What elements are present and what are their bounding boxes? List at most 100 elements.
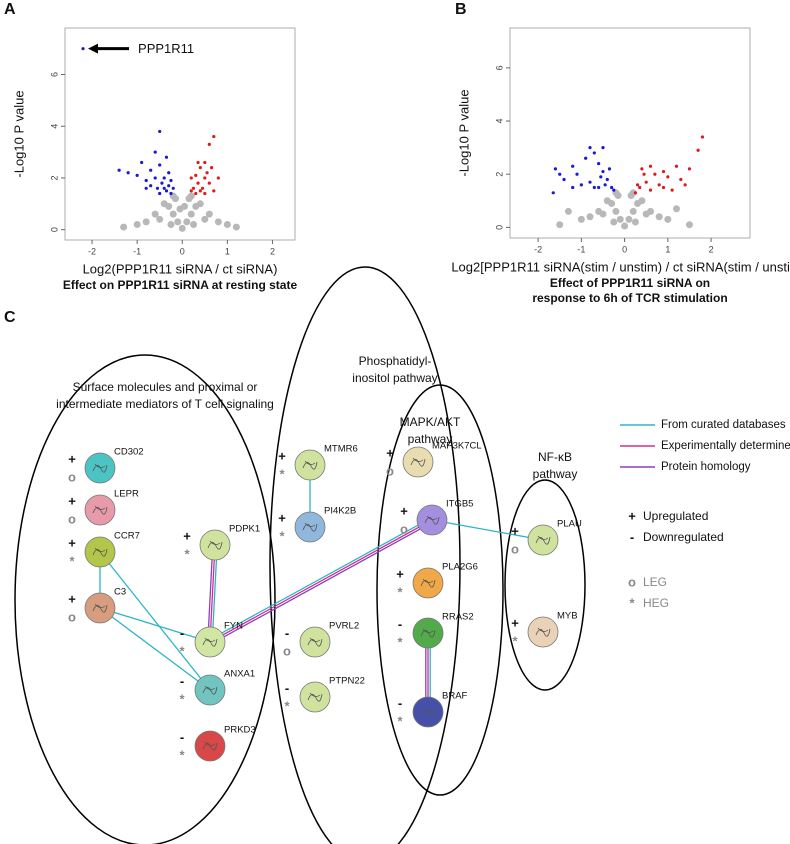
data-point: [144, 186, 148, 190]
data-point: [207, 181, 211, 185]
legend-symbol: +: [628, 508, 636, 523]
data-point: [196, 160, 200, 165]
data-point: [212, 134, 216, 139]
y-axis-label: -Log10 P value: [456, 89, 471, 176]
data-point: [588, 180, 592, 184]
data-point: [187, 210, 195, 218]
data-point: [149, 184, 153, 188]
node-label: PLAU: [557, 519, 582, 530]
protein-structure: [207, 540, 223, 550]
group-title: pathway: [408, 432, 453, 446]
data-point: [597, 161, 601, 166]
expression-mark: *: [284, 698, 290, 713]
data-point: [232, 223, 240, 231]
data-point: [174, 218, 182, 226]
data-point: [189, 176, 193, 180]
data-point: [577, 215, 585, 223]
legend-label: Downregulated: [643, 530, 724, 544]
regulation-sign: +: [511, 615, 519, 630]
group-title: Phosphatidyl-: [359, 354, 432, 368]
data-point: [661, 169, 666, 174]
data-point: [610, 218, 618, 226]
data-point: [558, 172, 562, 176]
data-point: [642, 172, 646, 176]
group-ellipse: [269, 266, 461, 844]
data-point: [160, 181, 164, 185]
y-tick-label: 0: [49, 227, 59, 232]
data-point: [640, 167, 644, 171]
node-label: BRAF: [442, 691, 468, 702]
data-point: [601, 146, 605, 150]
data-point: [679, 177, 683, 182]
data-point: [657, 183, 661, 187]
data-point: [683, 183, 687, 187]
data-point: [167, 184, 171, 188]
data-point: [140, 160, 144, 165]
y-tick-label: 0: [494, 225, 504, 230]
protein-structure: [202, 637, 218, 647]
x-tick-label: -1: [577, 244, 585, 254]
data-point: [201, 215, 209, 223]
data-point: [644, 180, 648, 184]
data-point: [687, 167, 692, 171]
data-point: [189, 189, 193, 193]
protein-structure: [302, 522, 318, 532]
x-axis-label: Log2[PPP1R11 siRNA(stim / unstim) / ct s…: [451, 259, 790, 274]
data-point: [187, 192, 195, 200]
x-tick-label: 2: [270, 246, 275, 256]
data-point: [551, 191, 555, 195]
data-point: [207, 142, 211, 146]
data-point: [198, 166, 202, 170]
protein-structure: [535, 535, 551, 545]
regulation-sign: +: [68, 451, 76, 466]
x-tick-label: 1: [665, 244, 670, 254]
edge: [99, 551, 211, 691]
node-label: CCR7: [114, 531, 140, 542]
data-point: [203, 176, 207, 180]
regulation-sign: +: [400, 503, 408, 518]
data-point: [169, 210, 177, 218]
protein-structure: [92, 547, 108, 557]
data-point: [592, 151, 596, 155]
node-label: RRAS2: [442, 612, 474, 623]
data-point: [153, 150, 157, 154]
expression-mark: *: [69, 553, 75, 568]
data-point: [169, 178, 173, 183]
edge: [209, 519, 433, 643]
data-point: [601, 169, 605, 174]
y-tick-label: 6: [49, 72, 59, 77]
data-point: [194, 173, 198, 177]
data-point: [629, 207, 637, 215]
regulation-sign: +: [511, 523, 519, 538]
data-point: [164, 189, 169, 193]
data-point: [638, 185, 642, 190]
edge: [431, 519, 544, 541]
expression-mark: *: [179, 691, 185, 706]
expression-mark: *: [179, 643, 185, 658]
data-point: [212, 189, 216, 193]
data-point: [685, 221, 693, 229]
data-point: [196, 200, 204, 208]
edge: [99, 607, 211, 643]
node-label: ANXA1: [224, 669, 255, 680]
expression-mark: *: [397, 584, 403, 599]
group-title: intermediate mediators of T cell signali…: [56, 397, 274, 411]
data-point: [205, 210, 213, 218]
legend-label: Protein homology: [661, 461, 751, 473]
data-point: [162, 186, 166, 190]
legend-symbol: o: [628, 574, 636, 589]
data-point: [672, 205, 680, 213]
data-point: [631, 218, 639, 226]
expression-mark: o: [68, 511, 76, 526]
data-point: [648, 164, 653, 168]
data-point: [653, 172, 657, 176]
regulation-sign: -: [398, 695, 402, 710]
data-point: [584, 156, 588, 160]
regulation-sign: +: [183, 528, 191, 543]
data-point: [648, 188, 653, 192]
data-point: [158, 191, 162, 196]
data-point: [603, 197, 611, 205]
panel-label: C: [4, 309, 16, 326]
panel-label: A: [4, 1, 16, 18]
